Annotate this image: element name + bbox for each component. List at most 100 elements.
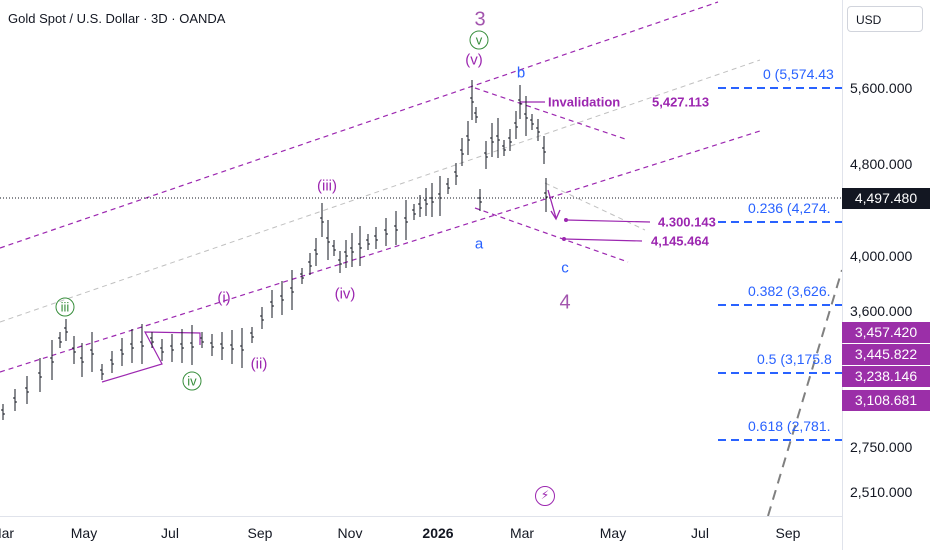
candle <box>13 389 17 411</box>
candle <box>250 327 254 343</box>
candle <box>438 176 442 216</box>
wave-label-minor-iii: iii <box>55 297 75 317</box>
candle <box>270 290 274 318</box>
target-2-pointer <box>563 238 643 242</box>
candle <box>394 211 398 245</box>
candle <box>280 281 284 315</box>
wave-label-abc-b: b <box>516 64 526 82</box>
trend-line <box>767 269 842 516</box>
candle <box>210 334 214 356</box>
candle <box>474 107 478 123</box>
candle <box>484 141 488 169</box>
fib-label: 0 (5,574.43 <box>763 66 834 82</box>
candle <box>110 351 114 373</box>
flash-icon[interactable]: ⚡ <box>535 486 555 506</box>
wave-label-sub-ii: (ii) <box>250 355 268 373</box>
wave-label-primary-3: 3 <box>474 8 486 31</box>
candle <box>290 270 294 310</box>
candle <box>220 332 224 360</box>
x-tick-label: Jul <box>691 525 709 541</box>
price-axis[interactable] <box>842 0 932 550</box>
target-1-dot <box>564 218 568 222</box>
target-2-label: 4,145.464 <box>651 233 709 249</box>
fib-label: 0.5 (3,175.8 <box>757 351 832 367</box>
x-axis-line <box>0 516 842 517</box>
candle <box>308 253 312 275</box>
candle <box>100 364 104 380</box>
price-badge: 3,445.822 <box>842 344 930 365</box>
last-price-badge: 4,497.480 <box>842 188 930 209</box>
candle <box>418 195 422 217</box>
wave-label-sub-iii: (iii) <box>317 177 337 195</box>
wave-label-primary-4: 4 <box>559 291 571 314</box>
candle <box>300 268 304 284</box>
x-tick-label: Jul <box>161 525 179 541</box>
x-tick-label: May <box>599 525 627 541</box>
candle <box>150 332 154 348</box>
candle <box>90 332 94 372</box>
candle <box>200 332 204 348</box>
candle <box>530 114 534 130</box>
candle <box>338 251 342 273</box>
candle <box>518 85 522 119</box>
candle <box>514 111 518 139</box>
candle <box>80 343 84 377</box>
x-tick-label: Mar <box>0 525 15 541</box>
candle <box>350 233 354 267</box>
target-2-dot <box>562 237 566 241</box>
wave-label-sub-i: (i) <box>217 289 231 307</box>
currency-selector[interactable]: USD <box>847 6 923 32</box>
candle <box>466 121 470 155</box>
candle <box>180 329 184 363</box>
x-tick-label: May <box>70 525 98 541</box>
projection-line <box>544 182 646 231</box>
mid-channel-line <box>0 59 761 323</box>
candle <box>38 358 42 392</box>
candle <box>160 339 164 361</box>
candle <box>424 188 428 216</box>
candle <box>58 332 62 348</box>
invalidation-label: Invalidation <box>548 94 621 110</box>
price-chart[interactable] <box>0 0 842 516</box>
candle <box>130 329 134 363</box>
y-tick-label: 4,000.000 <box>850 248 913 264</box>
x-tick-label: Sep <box>775 525 801 541</box>
candle <box>320 203 324 237</box>
wave-label-minor-iv: iv <box>182 371 202 391</box>
x-tick-label: Sep <box>247 525 273 541</box>
fib-label: 0.236 (4,274. <box>748 200 831 216</box>
candle <box>344 240 348 268</box>
wave-c-arrow <box>547 189 557 219</box>
candle <box>404 200 408 240</box>
candle <box>240 328 244 368</box>
candle <box>454 163 458 185</box>
x-tick-label: Nov <box>337 525 363 541</box>
candle <box>446 178 450 194</box>
x-tick-label: 2026 <box>422 525 454 541</box>
candle <box>260 307 264 329</box>
y-tick-label: 2,510.000 <box>850 484 913 500</box>
candle <box>542 136 546 164</box>
target-1-label: 4.300.143 <box>658 214 716 230</box>
candle <box>25 376 29 404</box>
wave-c-arrowhead <box>550 209 561 221</box>
invalidation-price: 5,427.113 <box>652 94 710 110</box>
candle <box>190 325 194 365</box>
candle <box>64 319 68 341</box>
wave-label-minor-v: v <box>469 30 489 50</box>
candle <box>544 178 548 212</box>
triangle-pattern <box>101 331 201 383</box>
fib-label: 0.618 (2,781. <box>748 418 831 434</box>
candle <box>72 336 76 364</box>
wave-label-sub-iv: (iv) <box>334 285 356 303</box>
candle <box>524 96 528 136</box>
candle <box>502 140 506 156</box>
candle <box>496 118 500 158</box>
candle <box>460 138 464 166</box>
y-tick-label: 5,600.000 <box>850 80 913 96</box>
candle <box>384 218 388 246</box>
candle <box>412 204 416 220</box>
candle <box>470 80 474 120</box>
candle <box>478 189 482 211</box>
upper-channel-line <box>0 1 719 249</box>
